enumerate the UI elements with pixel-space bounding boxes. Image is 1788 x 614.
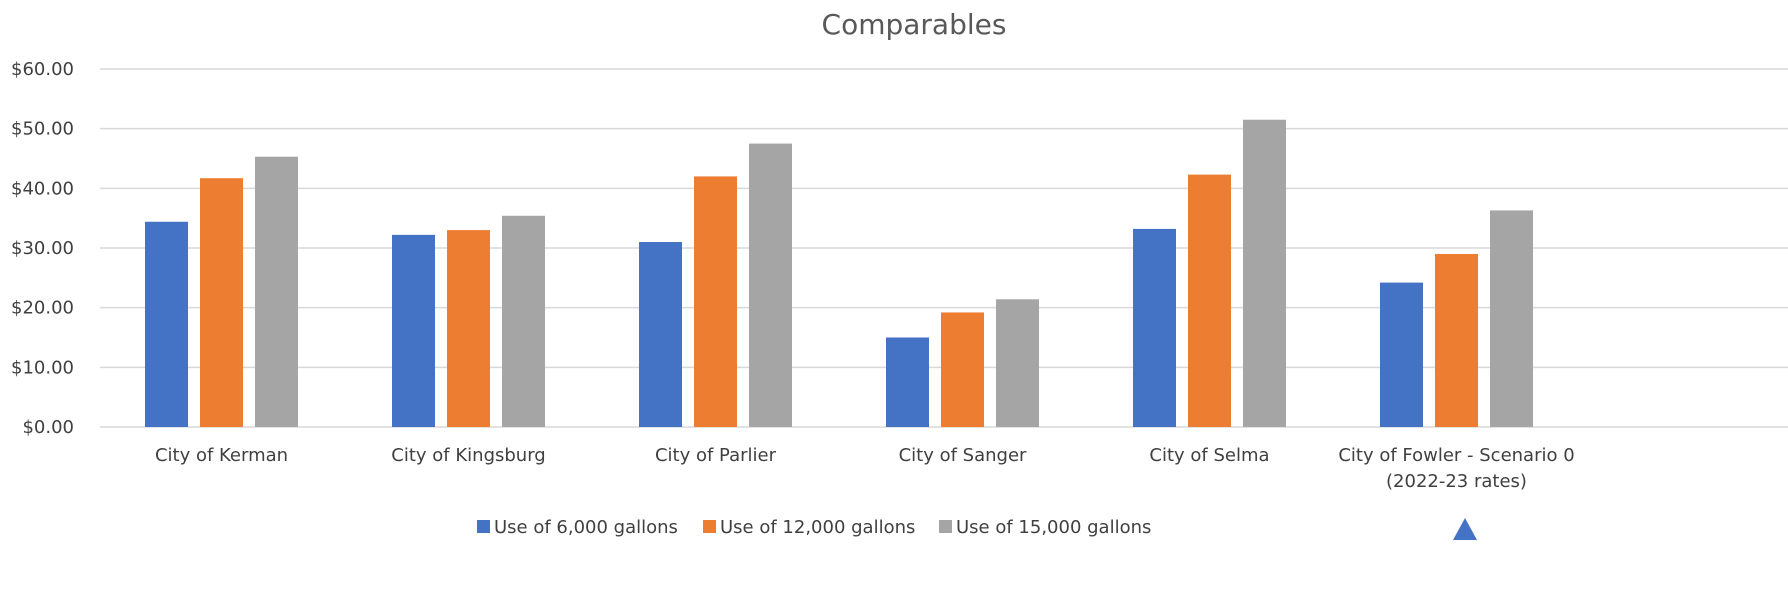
bar bbox=[941, 312, 984, 427]
bar bbox=[886, 337, 929, 427]
bar bbox=[1435, 253, 1478, 427]
bars bbox=[145, 119, 1533, 428]
y-axis-tick-labels: $0.00 $10.00 $20.00 $30.00 $40.00 $50.00 $60.0… bbox=[11, 59, 74, 438]
bar bbox=[1133, 228, 1176, 427]
legend: Use of 6,000 gallons Use of 12,000 gallon… bbox=[477, 517, 1151, 538]
legend-label: Use of 12,000 gallons bbox=[720, 517, 915, 538]
y-tick-label: $0.00 bbox=[22, 417, 74, 438]
legend-label: Use of 6,000 gallons bbox=[494, 517, 678, 538]
y-tick-label: $30.00 bbox=[11, 238, 74, 259]
x-axis-category-labels: City of Kerman City of Kingsburg City of P… bbox=[155, 445, 1575, 492]
x-category-label: City of Kerman bbox=[155, 445, 288, 466]
bar bbox=[447, 230, 490, 427]
bar bbox=[749, 143, 792, 428]
legend-label: Use of 15,000 gallons bbox=[956, 517, 1151, 538]
bar bbox=[996, 299, 1039, 427]
bar bbox=[392, 234, 435, 427]
x-category-label: City of Parlier bbox=[655, 445, 777, 466]
x-category-label: City of Sanger bbox=[899, 445, 1027, 466]
y-tick-label: $60.00 bbox=[11, 59, 74, 80]
x-category-label: City of Fowler - Scenario 0 bbox=[1338, 445, 1574, 466]
bar bbox=[639, 242, 682, 427]
x-category-label: (2022-23 rates) bbox=[1386, 471, 1527, 492]
triangle-up-icon bbox=[1453, 518, 1477, 540]
annotation-marker bbox=[1453, 518, 1477, 540]
bar bbox=[1188, 174, 1231, 427]
bar bbox=[1243, 119, 1286, 427]
y-tick-label: $40.00 bbox=[11, 178, 74, 199]
legend-swatch bbox=[703, 520, 716, 533]
bar bbox=[145, 221, 188, 427]
bar bbox=[255, 156, 298, 427]
bar bbox=[1380, 282, 1423, 427]
x-category-label: City of Selma bbox=[1149, 445, 1269, 466]
y-tick-label: $50.00 bbox=[11, 119, 74, 140]
y-tick-label: $20.00 bbox=[11, 298, 74, 319]
legend-swatch bbox=[477, 520, 490, 533]
y-tick-label: $10.00 bbox=[11, 357, 74, 378]
chart-title: Comparables bbox=[822, 8, 1007, 41]
legend-swatch bbox=[939, 520, 952, 533]
bar bbox=[502, 215, 545, 427]
x-category-label: City of Kingsburg bbox=[391, 445, 545, 466]
bar bbox=[694, 176, 737, 427]
bar bbox=[1490, 210, 1533, 427]
gridlines bbox=[100, 68, 1788, 428]
bar bbox=[200, 178, 243, 427]
